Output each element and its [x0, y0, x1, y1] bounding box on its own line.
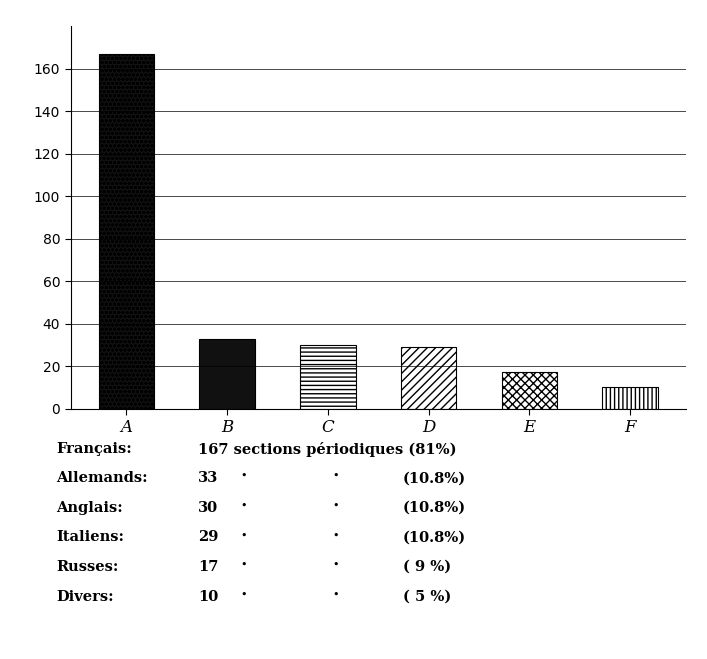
Text: 10: 10 [198, 590, 218, 604]
Text: 167 sections périodiques (81%): 167 sections périodiques (81%) [198, 442, 457, 457]
Text: •: • [332, 471, 339, 481]
Bar [300, 345, 356, 409]
Text: Anglais:: Anglais: [57, 501, 123, 515]
Bar [602, 387, 658, 409]
Text: •: • [240, 501, 247, 511]
Text: Italiens:: Italiens: [57, 530, 124, 544]
Text: •: • [332, 530, 339, 540]
Text: •: • [240, 560, 247, 570]
Text: •: • [332, 590, 339, 600]
Text: 29: 29 [198, 530, 218, 544]
Bar [401, 347, 456, 409]
Text: ( 9 %): ( 9 %) [403, 560, 451, 574]
Text: 30: 30 [198, 501, 218, 515]
Text: •: • [240, 471, 247, 481]
Text: Russes:: Russes: [57, 560, 119, 574]
Bar [99, 54, 154, 409]
Text: ( 5 %): ( 5 %) [403, 590, 451, 604]
Text: Français:: Français: [57, 442, 132, 455]
Text: Allemands:: Allemands: [57, 471, 148, 485]
Text: •: • [332, 560, 339, 570]
Text: Divers:: Divers: [57, 590, 115, 604]
Text: 17: 17 [198, 560, 218, 574]
Text: •: • [240, 530, 247, 540]
Bar [502, 372, 557, 409]
Text: 33: 33 [198, 471, 218, 485]
Text: (10.8%): (10.8%) [403, 501, 466, 515]
Text: •: • [240, 590, 247, 600]
Text: (10.8%): (10.8%) [403, 530, 466, 544]
Bar [199, 339, 255, 409]
Text: (10.8%): (10.8%) [403, 471, 466, 485]
Text: •: • [332, 501, 339, 511]
